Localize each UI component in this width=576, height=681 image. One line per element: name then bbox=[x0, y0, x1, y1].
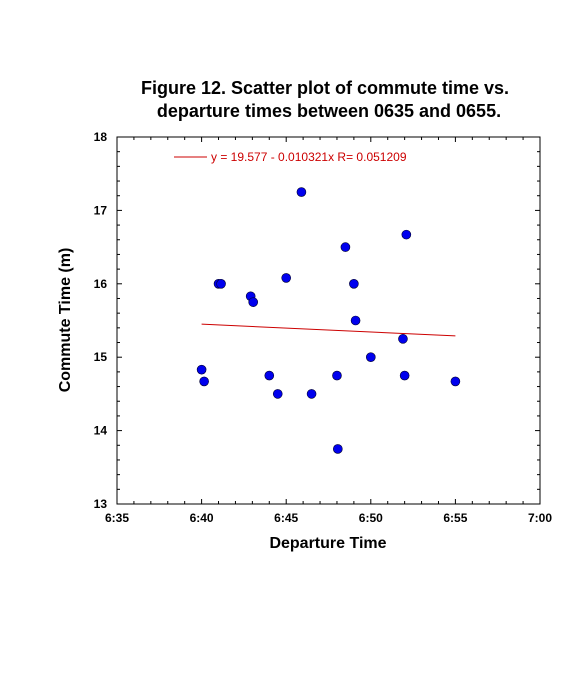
data-point bbox=[333, 444, 343, 454]
data-point bbox=[281, 273, 292, 283]
data-point bbox=[306, 389, 317, 399]
data-point bbox=[196, 364, 207, 375]
data-point bbox=[264, 370, 275, 381]
x-axis-title: Departure Time bbox=[269, 535, 386, 552]
y-tick-label: 17 bbox=[94, 203, 108, 217]
data-points bbox=[196, 187, 461, 454]
y-tick-label: 13 bbox=[94, 497, 108, 511]
data-point bbox=[340, 242, 351, 252]
axis-ticks bbox=[116, 136, 541, 505]
chart-title-line-2: departure times between 0635 and 0655. bbox=[157, 101, 501, 121]
data-point bbox=[199, 376, 209, 387]
chart-title-line-1: Figure 12. Scatter plot of commute time … bbox=[141, 78, 509, 98]
regression-line bbox=[201, 323, 456, 337]
data-point bbox=[398, 334, 408, 344]
data-point bbox=[401, 229, 412, 240]
data-point bbox=[350, 315, 361, 326]
y-tick-label: 14 bbox=[94, 424, 108, 438]
x-tick-label: 6:50 bbox=[359, 511, 383, 525]
x-tick-label: 6:35 bbox=[105, 511, 129, 525]
data-point bbox=[272, 389, 283, 399]
x-tick-labels: 6:35 6:40 6:45 6:50 6:55 7:00 bbox=[105, 511, 552, 525]
legend-equation: y = 19.577 - 0.010321x R= 0.051209 bbox=[211, 150, 407, 164]
x-tick-label: 6:45 bbox=[274, 511, 298, 525]
x-tick-label: 6:40 bbox=[190, 511, 214, 525]
y-tick-labels: 13 14 15 16 17 18 bbox=[94, 130, 108, 511]
y-tick-label: 15 bbox=[94, 350, 108, 364]
y-tick-label: 18 bbox=[94, 130, 108, 144]
y-axis-title: Commute Time (m) bbox=[57, 248, 74, 393]
data-point bbox=[399, 370, 410, 381]
data-point bbox=[248, 297, 259, 307]
data-point bbox=[349, 278, 359, 289]
x-tick-label: 7:00 bbox=[528, 511, 552, 525]
plot-area-frame bbox=[116, 136, 541, 505]
data-point bbox=[296, 187, 307, 197]
data-point bbox=[216, 278, 226, 289]
data-point bbox=[365, 352, 376, 363]
y-tick-label: 16 bbox=[94, 277, 108, 291]
data-point bbox=[450, 376, 461, 387]
data-point bbox=[332, 370, 342, 381]
x-tick-label: 6:55 bbox=[443, 511, 467, 525]
